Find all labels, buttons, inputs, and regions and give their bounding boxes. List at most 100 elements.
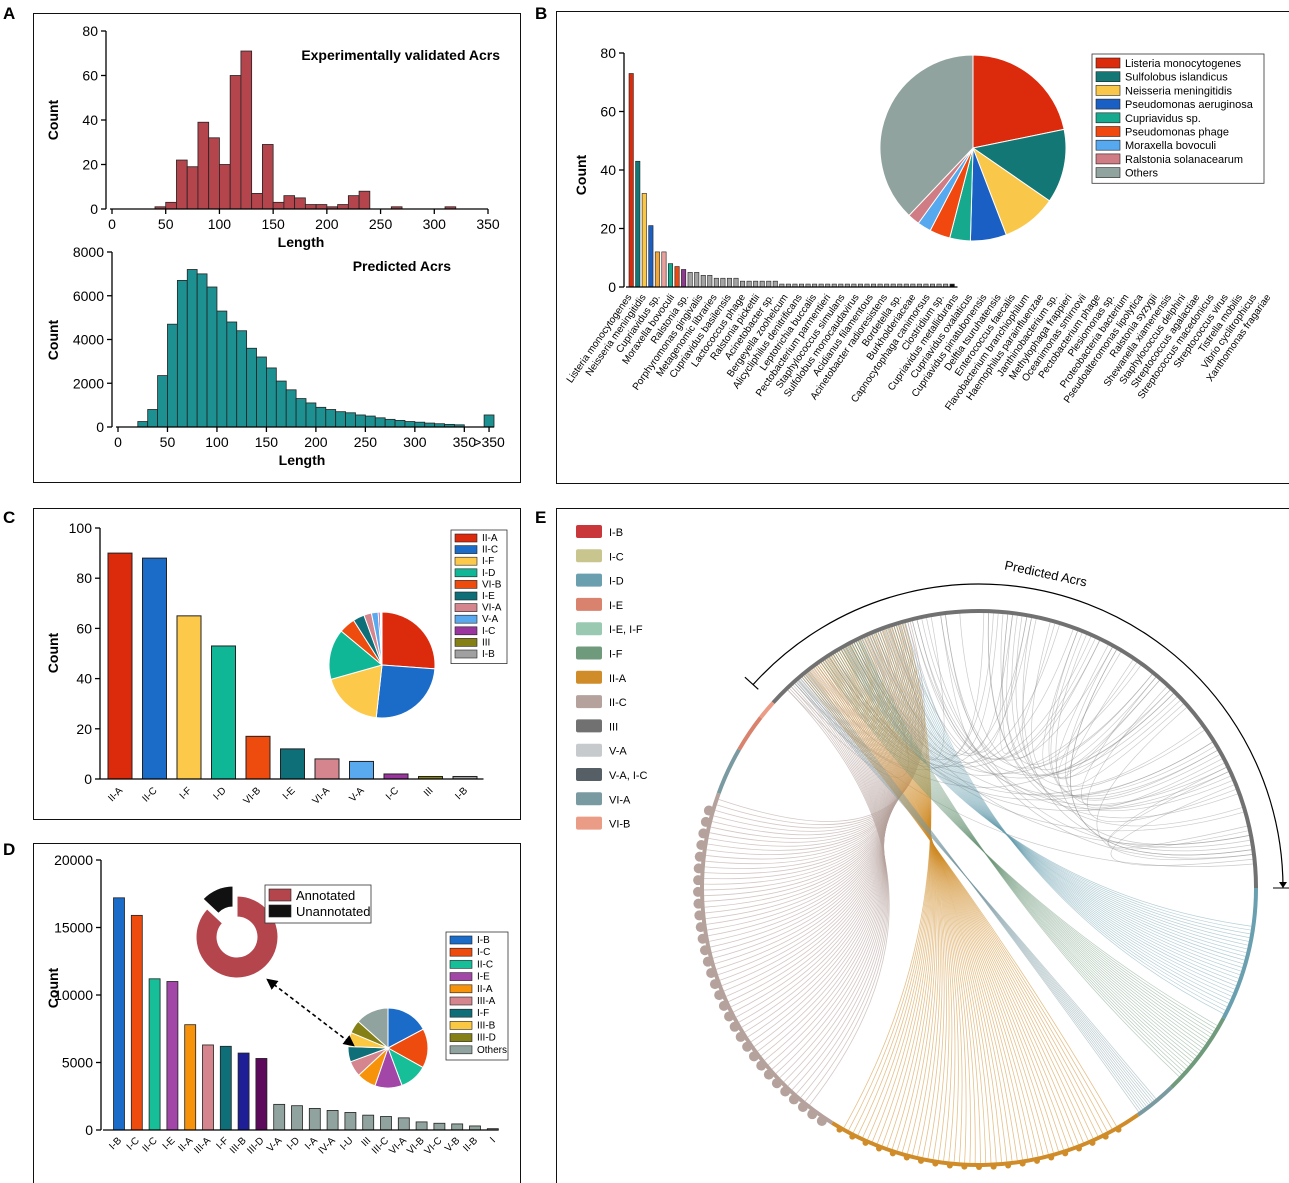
b-legend-frame xyxy=(1091,53,1265,184)
histogram-bar xyxy=(261,144,274,210)
panel-d-frame xyxy=(33,843,521,1183)
histogram-bar xyxy=(294,197,306,210)
e-legend-label: V-A, I-C xyxy=(609,770,648,782)
c-x-tick-label: VI-A xyxy=(311,785,333,807)
chord-link-ii-c xyxy=(787,689,890,1105)
e-legend-label: I-C xyxy=(609,551,624,563)
b-bar xyxy=(766,280,772,288)
d-bar xyxy=(237,1052,250,1131)
d-bar xyxy=(362,1114,375,1131)
chord-node-dot xyxy=(976,1164,982,1170)
histogram-bar xyxy=(304,204,317,210)
d-bar xyxy=(202,1044,214,1131)
chord-link-ii-a xyxy=(803,675,1113,1129)
chord-link-ii-a xyxy=(838,650,1013,1162)
chord-link-ii-a xyxy=(824,660,1054,1153)
chord-link-ii-c xyxy=(760,671,885,1057)
chord-link-ii-a xyxy=(813,667,1084,1143)
histogram-bar xyxy=(165,201,177,210)
c-legend-swatch xyxy=(454,591,478,601)
b-legend-label: Listeria monocytogenes xyxy=(1125,58,1242,70)
x-tick-label: 100 xyxy=(205,434,229,450)
chord-node-dot xyxy=(698,828,709,839)
chord-node-dot xyxy=(836,1126,843,1133)
e-legend-label: I-E xyxy=(609,600,623,612)
b-bar xyxy=(654,251,660,288)
b-y-tick-label: 80 xyxy=(600,45,616,61)
chord-link-ii-c xyxy=(787,681,887,1087)
d-y-tick-label: 15000 xyxy=(54,920,93,936)
histogram-bar xyxy=(374,417,386,428)
chord-node-dot xyxy=(816,1115,827,1126)
chord-link-iii xyxy=(916,619,1174,776)
chord-link-iii xyxy=(1055,634,1250,845)
x-tick-label: 200 xyxy=(315,216,339,232)
d-x-tick-label: I-E xyxy=(161,1135,178,1152)
chord-link-ii-a xyxy=(872,626,932,1142)
chord-node-dot xyxy=(788,1094,799,1105)
d-bar xyxy=(184,1024,197,1131)
b-bar xyxy=(635,160,641,288)
chord-link-ii-a xyxy=(871,634,943,1158)
d-bar xyxy=(166,981,179,1131)
e-legend-label: VI-A xyxy=(609,794,631,806)
d-y-tick-label: 10000 xyxy=(54,987,93,1003)
panel-letter-b: B xyxy=(535,4,548,23)
chord-node-dot xyxy=(1005,1162,1012,1169)
b-legend-swatch xyxy=(1095,112,1121,124)
c-x-tick-label: I-E xyxy=(281,785,298,802)
chord-node-dot xyxy=(694,910,705,921)
chord-node-dot xyxy=(946,1162,953,1169)
chord-link-i-f xyxy=(860,639,1180,1077)
chord-node-dot xyxy=(932,1160,939,1167)
chord-link-ii-a xyxy=(850,644,981,1163)
d-x-tick-label: III-A xyxy=(192,1135,213,1156)
chord-link-ii-a xyxy=(883,629,934,1150)
chord-node-dot xyxy=(694,851,705,862)
chord-node-dot xyxy=(742,1041,753,1052)
e-arc-label: Predicted Acrs xyxy=(1003,557,1089,589)
chord-link-iii xyxy=(907,615,1013,754)
x-tick-label: 350 xyxy=(453,434,477,450)
d-bar xyxy=(255,1058,268,1131)
b-pie-slice xyxy=(972,54,1065,149)
d-bar xyxy=(148,978,161,1131)
b-bar xyxy=(648,225,654,288)
chord-link-ii-c xyxy=(775,677,885,1074)
c-pie-slice xyxy=(328,630,384,680)
chord-node-dot xyxy=(748,1051,759,1062)
histogram-bar xyxy=(325,409,337,428)
histogram-bar xyxy=(251,193,263,210)
chord-node-dot xyxy=(1062,1150,1069,1157)
a-bottom-ylabel: Count xyxy=(45,319,61,360)
chord-link-ii-c xyxy=(783,680,886,1083)
chord-link-iii xyxy=(1031,622,1181,779)
chord-link-iii xyxy=(1107,767,1249,850)
histogram-bar xyxy=(226,321,238,428)
chord-link-ii-a xyxy=(879,631,937,1153)
chord-ring-segment xyxy=(771,609,1258,889)
c-legend-swatch xyxy=(454,649,478,659)
c-legend-label: VI-A xyxy=(482,603,502,614)
c-x-tick-label: V-A xyxy=(347,785,366,804)
e-legend-swatch xyxy=(576,525,602,538)
d-bar xyxy=(130,914,143,1131)
chord-node-dot xyxy=(693,886,704,897)
c-legend-swatch xyxy=(454,638,478,647)
c-x-tick-label: I-F xyxy=(178,785,194,801)
chord-link-iii xyxy=(1022,617,1251,852)
panel-c-chart: II-A II-C I-F I-D VI-B I-E VI-A V-A I-C III I-B020… xyxy=(45,520,508,807)
c-bar xyxy=(245,735,271,780)
donut-to-pie-arrow xyxy=(266,978,355,1047)
chord-node-dot xyxy=(771,1078,782,1089)
e-legend-swatch xyxy=(576,597,602,611)
chord-node-dot xyxy=(695,922,706,933)
d-legend-swatch xyxy=(449,1008,473,1018)
chord-link-ii-c xyxy=(716,622,924,826)
chord-ring-segment xyxy=(716,748,741,794)
b-bar xyxy=(753,280,759,288)
b-legend-label: Others xyxy=(1125,168,1159,180)
chord-ring-segment xyxy=(1136,1085,1173,1117)
chord-link-ii-c xyxy=(747,665,885,1038)
